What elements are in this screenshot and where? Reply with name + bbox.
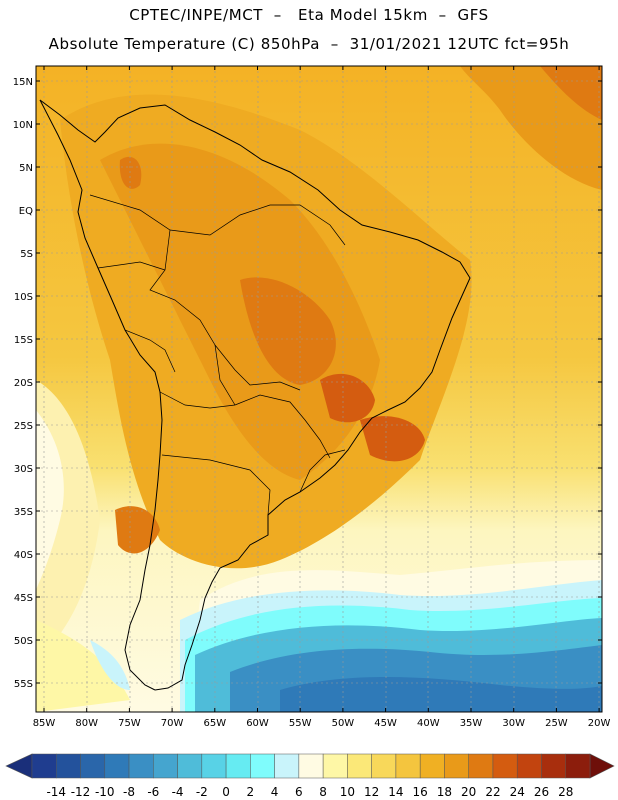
lon-label: 75W — [118, 718, 141, 729]
colorbar-swatch — [371, 753, 397, 779]
lat-label: 40S — [14, 550, 33, 561]
lon-label: 20W — [588, 718, 611, 729]
colorbar-label: 20 — [461, 785, 476, 799]
colorbar-swatch — [104, 753, 130, 779]
lon-label: 70W — [161, 718, 184, 729]
colorbar-label: 14 — [388, 785, 403, 799]
colorbar-swatch — [541, 753, 566, 779]
colorbar-label: -2 — [196, 785, 208, 799]
colorbar-swatch — [128, 753, 154, 779]
colorbar-label: 10 — [340, 785, 355, 799]
colorbar-label: 16 — [413, 785, 428, 799]
colorbar-label: 28 — [558, 785, 573, 799]
map-title-line1: CPTEC/INPE/MCT – Eta Model 15km – GFS — [129, 6, 489, 24]
lon-label: 55W — [289, 718, 312, 729]
colorbar-swatch — [492, 753, 518, 779]
lat-label: 55S — [14, 679, 33, 690]
colorbar-swatch — [347, 753, 372, 779]
map-title-line2: Absolute Temperature (C) 850hPa – 31/01/… — [48, 35, 570, 53]
latitude-axis: 15N 10N 5N EQ 5S 10S 15S 20S 25S 30S 35S 40S 45S 50S 5… — [13, 77, 602, 690]
colorbar-swatch — [444, 753, 469, 779]
lat-label: 35S — [14, 507, 33, 518]
colorbar-label: 12 — [364, 785, 379, 799]
lat-label: 5S — [20, 249, 33, 260]
colorbar-swatch — [322, 753, 348, 779]
colorbar-swatch — [177, 753, 203, 779]
lat-label: 15N — [13, 77, 33, 88]
colorbar-label: 0 — [222, 785, 230, 799]
colorbar-label: -10 — [95, 785, 115, 799]
colorbar-high-arrow — [589, 753, 615, 779]
lon-label: 80W — [75, 718, 98, 729]
colorbar-swatch — [274, 753, 300, 779]
colorbar-swatch — [80, 753, 106, 779]
colorbar-swatch — [31, 753, 57, 779]
lat-label: 30S — [14, 464, 33, 475]
colorbar-label: -14 — [46, 785, 66, 799]
colorbar-swatch — [395, 753, 421, 779]
longitude-axis: 85W 80W 75W 70W 65W 60W 55W 50W 45W 40W 35W 30W 25W 2… — [33, 66, 611, 729]
colorbar-swatch — [56, 753, 81, 779]
colorbar-swatch — [565, 753, 591, 779]
lon-label: 25W — [545, 718, 568, 729]
colorbar-swatch — [225, 753, 251, 779]
lat-label: 15S — [14, 335, 33, 346]
coastlines — [39, 99, 471, 691]
lon-label: 30W — [502, 718, 525, 729]
colorbar-label: 6 — [295, 785, 303, 799]
colorbar-swatch — [201, 753, 227, 779]
colorbar-label: 24 — [510, 785, 525, 799]
colorbar-label: -8 — [123, 785, 135, 799]
lat-label: EQ — [19, 206, 33, 217]
lat-label: 10S — [14, 292, 33, 303]
lon-label: 60W — [246, 718, 269, 729]
colorbar-label: -4 — [172, 785, 184, 799]
lat-label: 5N — [19, 163, 33, 174]
colorbar-label: -12 — [71, 785, 91, 799]
lat-label: 25S — [14, 421, 33, 432]
lon-label: 45W — [374, 718, 397, 729]
lat-label: 10N — [13, 120, 33, 131]
colorbar-swatch — [298, 753, 324, 779]
lat-label: 45S — [14, 593, 33, 604]
lon-label: 50W — [332, 718, 355, 729]
colorbar-swatch — [153, 753, 178, 779]
colorbar-label: -6 — [147, 785, 159, 799]
colorbar-swatch — [250, 753, 275, 779]
colorbar: -14 -12 -10 -8 -6 -4 -2 0 2 4 6 8 10 12 14 16 18 20 22 24 26… — [5, 753, 615, 799]
colorbar-swatch — [468, 753, 494, 779]
colorbar-swatch — [419, 753, 445, 779]
graticule — [36, 66, 602, 712]
lon-label: 85W — [33, 718, 56, 729]
lon-label: 40W — [417, 718, 440, 729]
temperature-field — [36, 66, 602, 712]
lon-label: 35W — [460, 718, 483, 729]
lon-label: 65W — [203, 718, 226, 729]
colorbar-label: 18 — [437, 785, 452, 799]
colorbar-swatch — [516, 753, 542, 779]
colorbar-label: 8 — [319, 785, 327, 799]
colorbar-label: 26 — [534, 785, 549, 799]
lat-label: 50S — [14, 636, 33, 647]
colorbar-label: 2 — [247, 785, 255, 799]
colorbar-label: 22 — [485, 785, 500, 799]
country-borders — [89, 194, 346, 516]
map-frame — [35, 65, 603, 713]
colorbar-low-arrow — [5, 753, 33, 779]
lat-label: 20S — [14, 378, 33, 389]
colorbar-label: 4 — [271, 785, 279, 799]
